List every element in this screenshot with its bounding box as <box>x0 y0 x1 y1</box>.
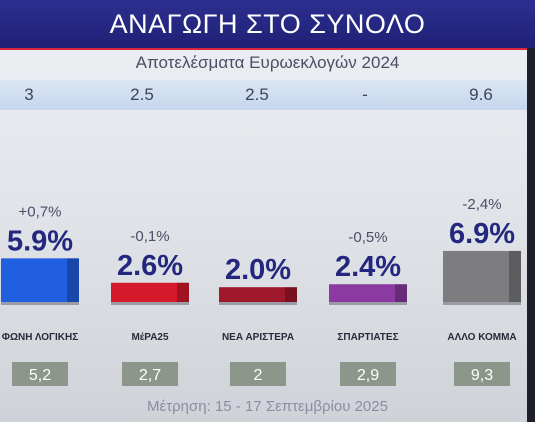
frame-edge <box>527 48 535 422</box>
previous-value-1: 5,2 <box>29 367 51 384</box>
value-label-4: 2.4% <box>335 251 401 283</box>
party-label-2: ΜέΡΑ25 <box>131 332 169 343</box>
value-label-2: 2.6% <box>117 250 183 282</box>
value-label-1: 5.9% <box>7 225 73 257</box>
euro-result-5: 9.6 <box>469 85 493 104</box>
change-label-4: -0,5% <box>348 229 387 246</box>
previous-box-2 <box>122 362 178 386</box>
value-label-3: 2.0% <box>225 254 291 286</box>
change-label-2: -0,1% <box>130 228 169 245</box>
bar-base-2 <box>111 302 189 305</box>
party-label-4: ΣΠΑΡΤΙΑΤΕΣ <box>337 332 398 343</box>
previous-value-5: 9,3 <box>471 367 493 384</box>
previous-box-1 <box>12 362 68 386</box>
bar-4 <box>329 284 407 302</box>
previous-value-4: 2,9 <box>357 367 379 384</box>
bar-3 <box>219 287 297 302</box>
bar-shade-4 <box>395 284 407 302</box>
bar-2 <box>111 282 189 302</box>
bar-base-3 <box>219 302 297 305</box>
bar-base-4 <box>329 302 407 305</box>
bar-shade-2 <box>177 282 189 302</box>
bar-base-5 <box>443 302 521 305</box>
euro-result-4: - <box>362 85 368 104</box>
party-label-1: ΦΩΝΗ ΛΟΓΙΚΗΣ <box>2 332 79 343</box>
measurement-date: Μέτρηση: 15 - 17 Σεπτεμβρίου 2025 <box>147 398 388 415</box>
bar-1 <box>1 258 79 302</box>
bar-shade-1 <box>67 258 79 302</box>
chart-subtitle: Αποτελέσματα Ευρωεκλογών 2024 <box>135 53 400 72</box>
previous-box-5 <box>454 362 510 386</box>
party-label-3: ΝΕΑ ΑΡΙΣΤΕΡΑ <box>222 332 294 343</box>
bar-base-1 <box>1 302 79 305</box>
title-bar: ΑΝΑΓΩΓΗ ΣΤΟ ΣΥΝΟΛΟ <box>0 0 535 50</box>
euro-result-3: 2.5 <box>245 85 269 104</box>
value-label-5: 6.9% <box>449 218 515 250</box>
previous-value-3: 2 <box>254 367 263 384</box>
euro-result-2: 2.5 <box>130 85 154 104</box>
bar-shade-5 <box>509 250 521 302</box>
previous-box-4 <box>340 362 396 386</box>
previous-value-2: 2,7 <box>139 367 161 384</box>
party-label-5: ΑΛΛΟ ΚΟΜΜΑ <box>447 332 516 343</box>
bar-5 <box>443 250 521 302</box>
change-label-5: -2,4% <box>462 196 501 213</box>
bar-shade-3 <box>285 287 297 302</box>
euro-results-strip <box>0 80 535 110</box>
change-label-1: +0,7% <box>19 203 62 220</box>
chart-title: ΑΝΑΓΩΓΗ ΣΤΟ ΣΥΝΟΛΟ <box>109 8 426 39</box>
euro-result-1: 3 <box>24 85 34 104</box>
previous-box-3 <box>230 362 286 386</box>
